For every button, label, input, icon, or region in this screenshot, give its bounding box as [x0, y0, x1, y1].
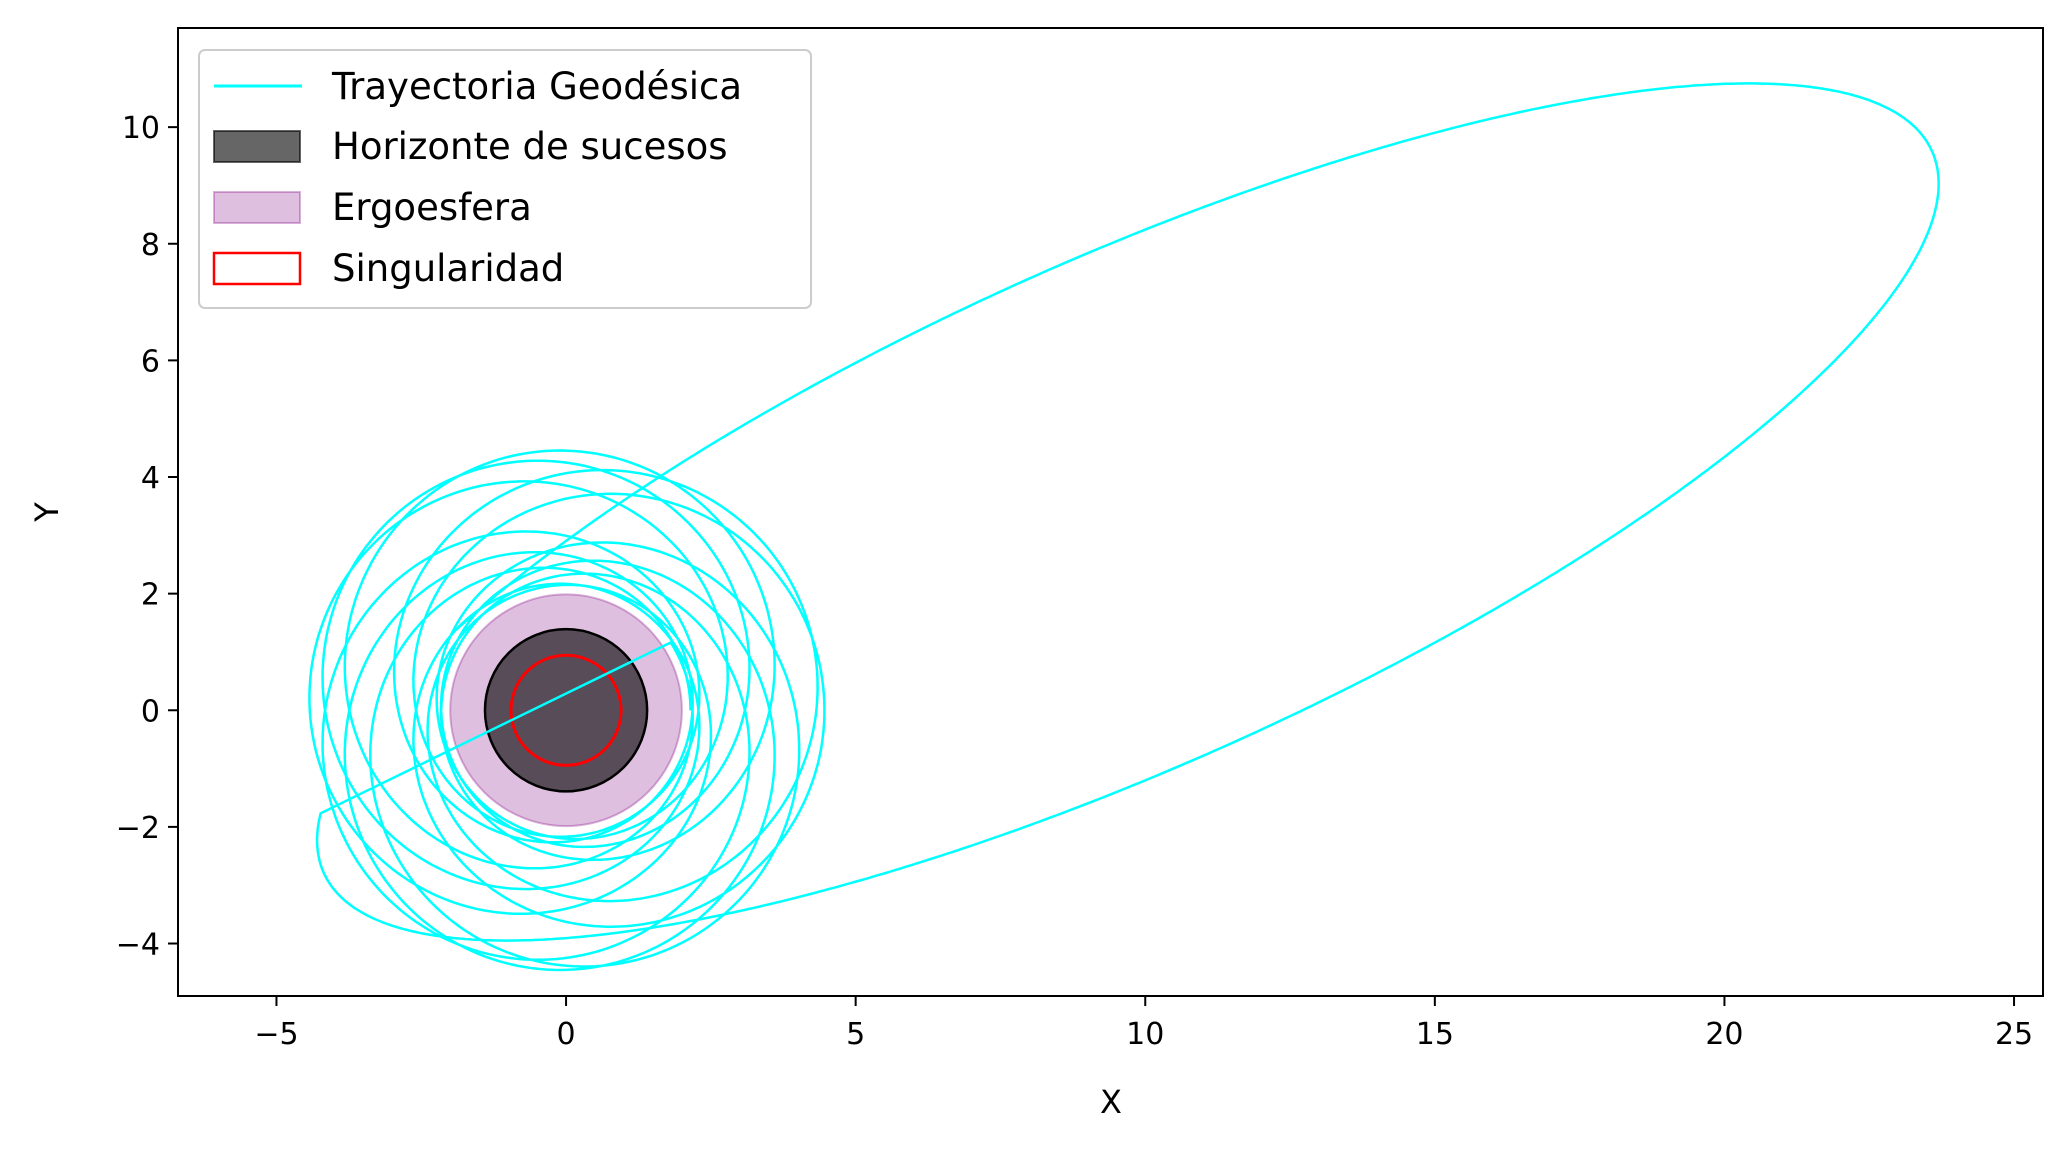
x-tick-label: 25	[1995, 1017, 2033, 1052]
plot-area	[308, 82, 1940, 972]
geodesic-trajectory-line	[308, 82, 1940, 972]
x-tick-label: −5	[254, 1017, 298, 1052]
event-horizon-circle	[483, 627, 649, 793]
y-tick-label: 8	[141, 228, 160, 263]
x-tick-label: 5	[846, 1017, 865, 1052]
legend: Trayectoria Geodésica Horizonte de suces…	[198, 49, 812, 309]
y-tick-label: 2	[141, 578, 160, 613]
legend-label-horizon: Horizonte de sucesos	[332, 125, 728, 168]
y-tick-label: 0	[141, 694, 160, 729]
y-tick-label: −2	[116, 811, 160, 846]
legend-frame	[198, 49, 812, 309]
legend-label-singularity: Singularidad	[332, 247, 564, 290]
y-tick-label: −4	[116, 928, 160, 963]
x-tick-label: 0	[557, 1017, 576, 1052]
x-tick-label: 10	[1126, 1017, 1164, 1052]
legend-label-ergosphere: Ergoesfera	[332, 186, 532, 229]
singularity-circle	[509, 653, 623, 767]
x-tick-label: 15	[1416, 1017, 1454, 1052]
y-tick-label: 4	[141, 461, 160, 496]
x-axis-label: X	[1100, 1083, 1122, 1121]
legend-swatch-horizon	[213, 130, 301, 163]
y-tick-label: 6	[141, 344, 160, 379]
plot-frame	[177, 27, 2044, 997]
legend-swatch-singularity	[212, 251, 302, 286]
legend-swatch-ergosphere	[213, 191, 301, 224]
y-tick-label: 10	[122, 111, 160, 146]
y-axis-ticks: −4 −2 0 2 4 6 8 10	[116, 111, 178, 963]
x-tick-label: 20	[1705, 1017, 1743, 1052]
legend-label-trajectory: Trayectoria Geodésica	[331, 65, 742, 108]
y-axis-label: Y	[28, 502, 66, 523]
x-axis-ticks: −5 0 5 10 15 20 25	[254, 996, 2033, 1052]
